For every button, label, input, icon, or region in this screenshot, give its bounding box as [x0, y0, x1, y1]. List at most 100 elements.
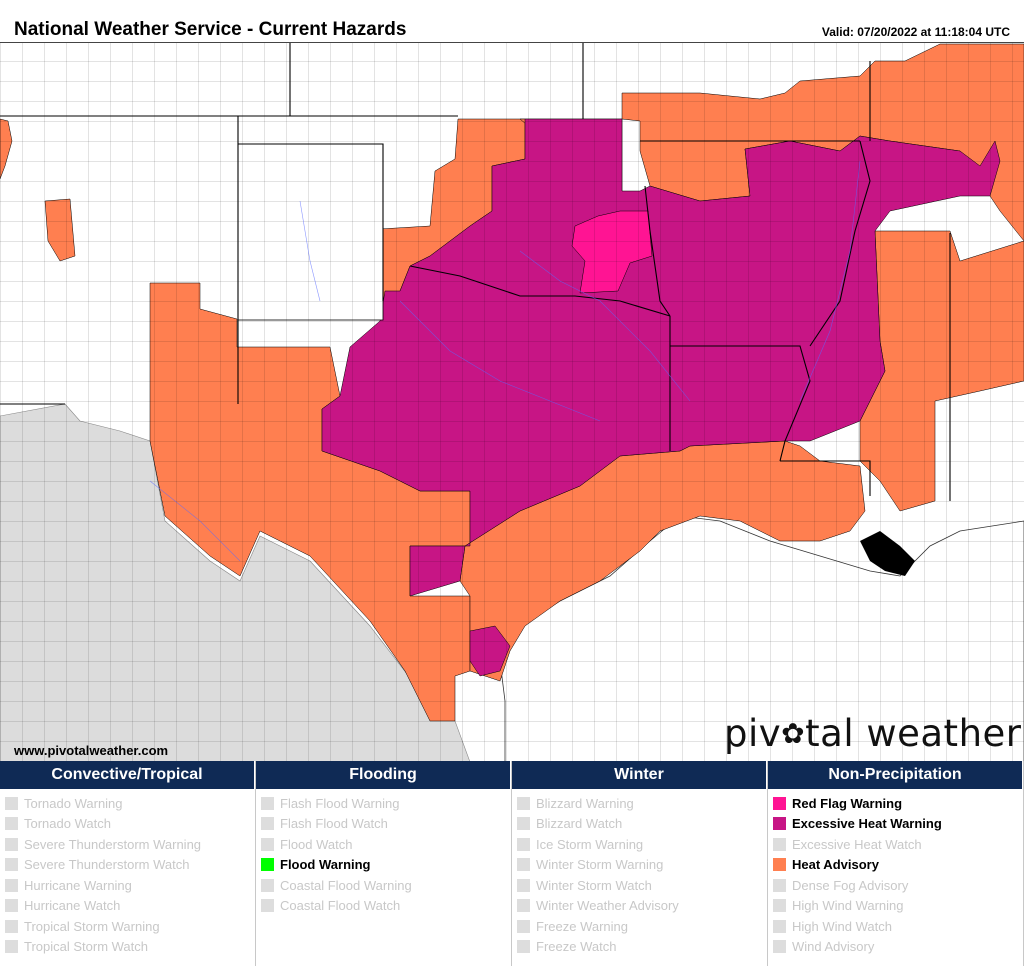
legend-item[interactable]: Tornado Warning: [5, 793, 255, 814]
legend-item[interactable]: Coastal Flood Watch: [261, 896, 511, 917]
legend-label: Wind Advisory: [792, 939, 875, 955]
legend-item[interactable]: Winter Storm Watch: [517, 875, 767, 896]
logo-right: tal weather: [805, 712, 1022, 755]
legend-swatch: [773, 940, 786, 954]
legend-item[interactable]: Tropical Storm Warning: [5, 916, 255, 937]
site-url: www.pivotalweather.com: [14, 743, 169, 758]
legend-item[interactable]: Wind Advisory: [773, 937, 1023, 958]
legend-item[interactable]: Severe Thunderstorm Watch: [5, 855, 255, 876]
legend-item[interactable]: Freeze Watch: [517, 937, 767, 958]
map-svg: [0, 43, 1024, 762]
legend-item[interactable]: Severe Thunderstorm Warning: [5, 834, 255, 855]
gear-icon: ✿: [781, 717, 806, 750]
legend-item[interactable]: Red Flag Warning: [773, 793, 1023, 814]
legend-item[interactable]: Ice Storm Warning: [517, 834, 767, 855]
legend-label: Tornado Watch: [24, 816, 111, 832]
coastline-detail: [860, 531, 915, 576]
legend-label: Hurricane Warning: [24, 877, 132, 893]
legend-swatch: [773, 837, 786, 851]
legend-swatch: [773, 899, 786, 913]
legend-label: Tropical Storm Warning: [24, 918, 160, 934]
legend-swatch: [5, 919, 18, 933]
legend-heading: Convective/Tropical: [0, 761, 255, 789]
legend-label: Flash Flood Warning: [280, 795, 400, 811]
header: National Weather Service - Current Hazar…: [0, 0, 1024, 42]
legend-swatch: [517, 837, 530, 851]
legend-item[interactable]: Winter Weather Advisory: [517, 896, 767, 917]
legend-swatch: [517, 878, 530, 892]
legend-item[interactable]: Flood Watch: [261, 834, 511, 855]
legend-label: Blizzard Warning: [536, 795, 634, 811]
legend-swatch: [5, 940, 18, 954]
pivotal-weather-logo: piv✿tal weather: [724, 712, 1022, 755]
legend-item[interactable]: Excessive Heat Warning: [773, 814, 1023, 835]
legend-item[interactable]: Flash Flood Warning: [261, 793, 511, 814]
legend-swatch: [773, 817, 786, 831]
legend-list: Blizzard Warning Blizzard Watch Ice Storm …: [512, 789, 767, 957]
legend-item[interactable]: Hurricane Watch: [5, 896, 255, 917]
legend-item[interactable]: Tropical Storm Watch: [5, 937, 255, 958]
legend-swatch: [5, 878, 18, 892]
legend-label: Hurricane Watch: [24, 898, 121, 914]
legend-swatch: [773, 796, 786, 810]
legend-item[interactable]: High Wind Watch: [773, 916, 1023, 937]
legend-heading: Non-Precipitation: [768, 761, 1023, 789]
legend-swatch: [261, 878, 274, 892]
legend-label: Coastal Flood Watch: [280, 898, 401, 914]
legend-item[interactable]: Blizzard Watch: [517, 814, 767, 835]
logo-left: piv: [724, 712, 782, 755]
legend-item[interactable]: Freeze Warning: [517, 916, 767, 937]
legend-column-convective-tropical: Convective/Tropical Tornado Warning Tornad…: [0, 761, 256, 966]
legend-column-non-precipitation: Non-Precipitation Red Flag Warning Excessi…: [768, 761, 1024, 966]
legend-swatch: [261, 796, 274, 810]
legend-swatch: [773, 919, 786, 933]
legend-label: Flood Watch: [280, 836, 353, 852]
legend-item[interactable]: Hurricane Warning: [5, 875, 255, 896]
legend-label: Blizzard Watch: [536, 816, 623, 832]
legend-item[interactable]: Dense Fog Advisory: [773, 875, 1023, 896]
legend-item[interactable]: Tornado Watch: [5, 814, 255, 835]
legend-swatch: [261, 899, 274, 913]
legend-swatch: [517, 817, 530, 831]
legend-list: Tornado Warning Tornado Watch Severe Thund…: [0, 789, 255, 957]
legend-label: Heat Advisory: [792, 857, 879, 873]
hazard-map: [0, 42, 1024, 762]
page-title: National Weather Service - Current Hazar…: [14, 19, 407, 40]
legend-label: Excessive Heat Watch: [792, 836, 922, 852]
legend-swatch: [517, 858, 530, 872]
legend-item[interactable]: Excessive Heat Watch: [773, 834, 1023, 855]
legend-swatch: [261, 837, 274, 851]
legend-swatch: [5, 858, 18, 872]
legend-label: Tropical Storm Watch: [24, 939, 149, 955]
legend-item[interactable]: Heat Advisory: [773, 855, 1023, 876]
legend: Convective/Tropical Tornado Warning Tornad…: [0, 761, 1024, 966]
legend-list: Flash Flood Warning Flash Flood Watch Floo…: [256, 789, 511, 916]
legend-label: Red Flag Warning: [792, 795, 903, 811]
legend-label: Severe Thunderstorm Warning: [24, 836, 202, 852]
inactive-region: [237, 143, 384, 321]
legend-label: Flash Flood Watch: [280, 816, 388, 832]
legend-swatch: [517, 796, 530, 810]
legend-label: Coastal Flood Warning: [280, 877, 412, 893]
legend-swatch: [517, 919, 530, 933]
legend-item[interactable]: Flash Flood Watch: [261, 814, 511, 835]
legend-swatch: [261, 817, 274, 831]
valid-time: Valid: 07/20/2022 at 11:18:04 UTC: [821, 25, 1010, 39]
legend-label: Winter Storm Watch: [536, 877, 652, 893]
legend-swatch: [773, 858, 786, 872]
legend-column-flooding: Flooding Flash Flood Warning Flash Flood W…: [256, 761, 512, 966]
legend-swatch: [773, 878, 786, 892]
legend-list: Red Flag Warning Excessive Heat Warning Ex…: [768, 789, 1023, 957]
legend-swatch: [5, 796, 18, 810]
legend-item[interactable]: High Wind Warning: [773, 896, 1023, 917]
legend-column-winter: Winter Blizzard Warning Blizzard Watch Ice …: [512, 761, 768, 966]
legend-heading: Winter: [512, 761, 767, 789]
legend-label: Excessive Heat Warning: [792, 816, 942, 832]
legend-item[interactable]: Flood Warning: [261, 855, 511, 876]
legend-swatch: [517, 940, 530, 954]
legend-label: Tornado Warning: [24, 795, 123, 811]
legend-item[interactable]: Winter Storm Warning: [517, 855, 767, 876]
legend-label: Freeze Watch: [536, 939, 617, 955]
legend-item[interactable]: Coastal Flood Warning: [261, 875, 511, 896]
legend-item[interactable]: Blizzard Warning: [517, 793, 767, 814]
